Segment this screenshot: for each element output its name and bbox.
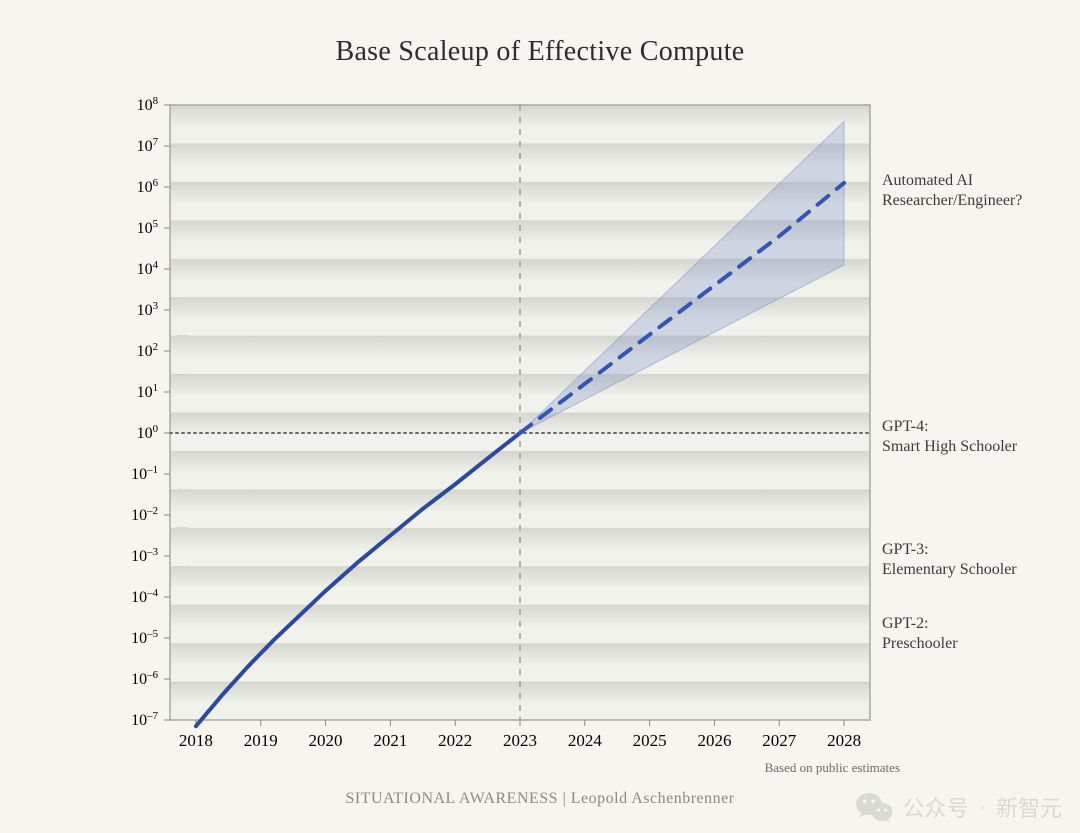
svg-text:10–6: 10–6 bbox=[131, 669, 158, 688]
svg-text:10–2: 10–2 bbox=[131, 505, 158, 524]
footnote-text: Based on public estimates bbox=[710, 760, 900, 776]
svg-text:10–1: 10–1 bbox=[131, 464, 158, 483]
annotation-gpt3: GPT-3: Elementary Schooler bbox=[882, 540, 1017, 580]
wechat-dot: · bbox=[979, 794, 986, 820]
wechat-account: 新智元 bbox=[996, 791, 1062, 823]
wechat-watermark: 公众号 · 新智元 bbox=[855, 791, 1062, 823]
svg-text:2022: 2022 bbox=[438, 731, 472, 750]
svg-text:107: 107 bbox=[137, 136, 159, 155]
annotation-gpt4: GPT-4: Smart High Schooler bbox=[882, 417, 1017, 457]
svg-text:2026: 2026 bbox=[697, 731, 731, 750]
credit-text: SITUATIONAL AWARENESS | Leopold Aschenbr… bbox=[345, 790, 734, 808]
svg-text:10–5: 10–5 bbox=[131, 628, 158, 647]
svg-text:10–4: 10–4 bbox=[131, 587, 158, 606]
svg-text:108: 108 bbox=[137, 95, 159, 114]
svg-text:103: 103 bbox=[137, 300, 159, 319]
svg-text:2028: 2028 bbox=[827, 731, 861, 750]
svg-text:104: 104 bbox=[137, 259, 159, 278]
svg-text:2024: 2024 bbox=[568, 731, 603, 750]
svg-text:106: 106 bbox=[137, 177, 159, 196]
svg-text:2020: 2020 bbox=[309, 731, 343, 750]
svg-text:101: 101 bbox=[137, 382, 158, 401]
chart-container: Base Scaleup of Effective Compute Effect… bbox=[0, 0, 1080, 833]
svg-text:10–3: 10–3 bbox=[131, 546, 158, 565]
svg-text:10–7: 10–7 bbox=[131, 710, 158, 729]
svg-text:102: 102 bbox=[137, 341, 158, 360]
svg-text:2018: 2018 bbox=[179, 731, 213, 750]
svg-text:2027: 2027 bbox=[762, 731, 797, 750]
annotation-agi: Automated AI Researcher/Engineer? bbox=[882, 171, 1022, 211]
svg-text:2023: 2023 bbox=[503, 731, 537, 750]
svg-text:105: 105 bbox=[137, 218, 159, 237]
svg-text:2021: 2021 bbox=[373, 731, 407, 750]
wechat-label: 公众号 bbox=[903, 791, 969, 823]
svg-text:2019: 2019 bbox=[244, 731, 278, 750]
svg-text:2025: 2025 bbox=[633, 731, 667, 750]
annotation-gpt2: GPT-2: Preschooler bbox=[882, 614, 958, 654]
wechat-icon bbox=[855, 791, 893, 823]
svg-text:100: 100 bbox=[137, 423, 159, 442]
